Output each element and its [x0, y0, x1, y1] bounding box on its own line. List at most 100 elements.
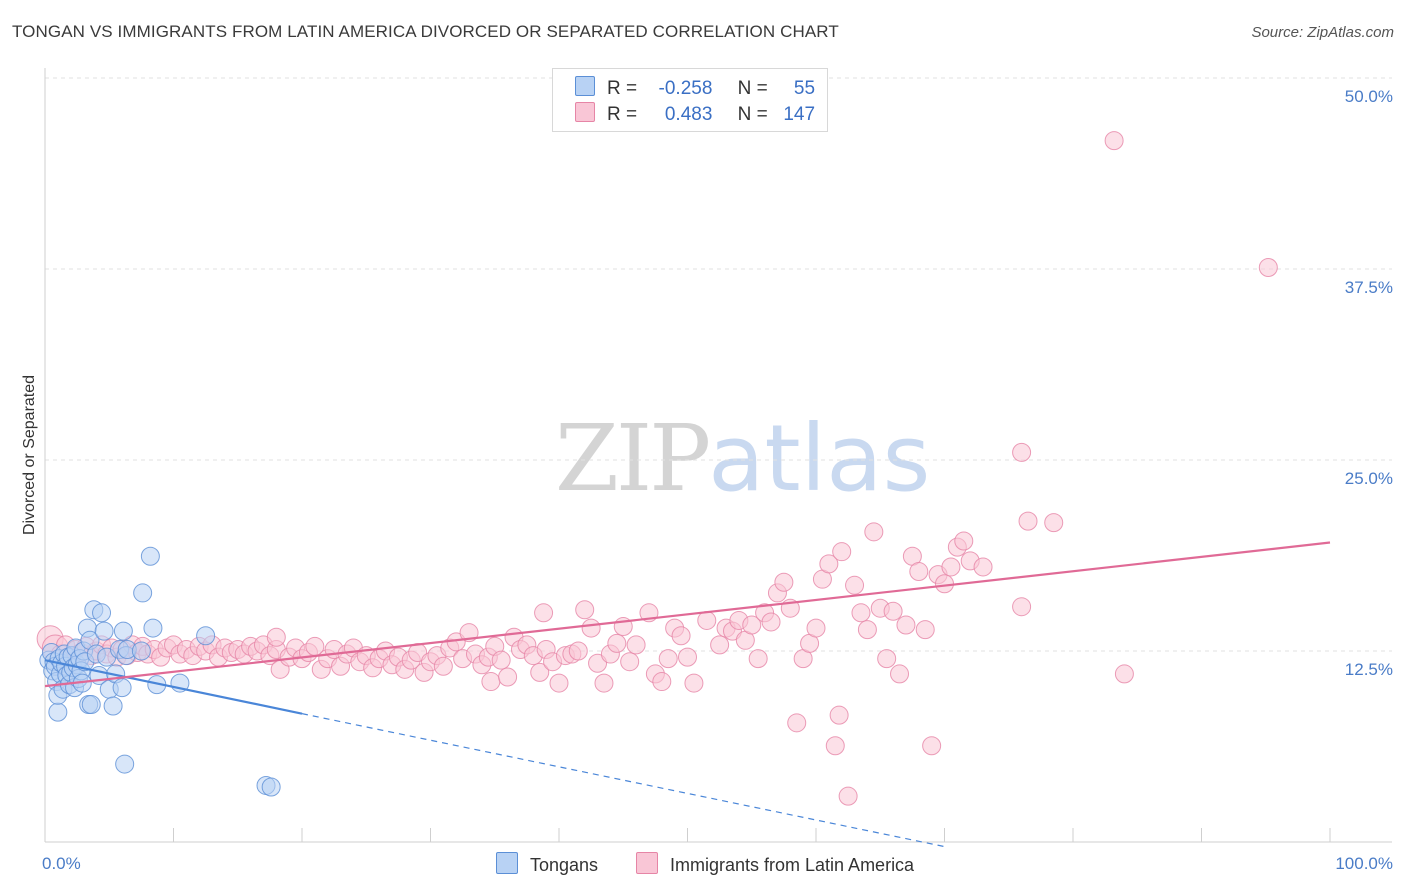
bottom-legend-label: Tongans	[530, 855, 599, 875]
tongan-point	[196, 626, 216, 646]
tongan-point	[115, 754, 135, 774]
latin-america-point	[620, 652, 640, 672]
latin-america-point	[710, 635, 730, 655]
bottom-legend-latin-america: Immigrants from Latin America	[636, 852, 914, 876]
latin-america-point	[877, 649, 897, 669]
legend-swatch-latin-america	[575, 102, 595, 122]
legend-row-tongans: R = -0.258 N = 55	[575, 76, 815, 100]
latin-america-point	[1012, 442, 1032, 462]
latin-america-point	[742, 615, 762, 635]
latin-america-trend-line	[44, 541, 1331, 688]
latin-america-point	[1258, 257, 1278, 277]
latin-america-point	[697, 610, 717, 630]
latin-america-point	[787, 713, 807, 733]
tongan-point	[112, 678, 132, 698]
latin-america-point	[761, 612, 781, 632]
latin-america-point	[1044, 513, 1064, 533]
y-tick-labels: 12.5% 25.0% 37.5% 50.0%	[1345, 87, 1393, 679]
tongan-point	[131, 641, 151, 661]
latin-america-point	[774, 572, 794, 592]
latin-america-point	[1012, 597, 1032, 617]
legend-n-label: N =	[737, 104, 768, 125]
latin-america-point	[845, 575, 865, 595]
legend-n-value: 55	[793, 78, 816, 99]
gridlines	[45, 77, 1392, 652]
tongan-point	[103, 696, 123, 716]
tongan-point	[48, 702, 68, 722]
latin-america-point	[890, 664, 910, 684]
tongan-point	[143, 618, 163, 638]
latin-america-point	[806, 618, 826, 638]
latin-america-point	[825, 736, 845, 756]
latin-america-point	[433, 656, 453, 676]
legend-r-label: R =	[607, 78, 638, 99]
latin-america-point	[588, 653, 608, 673]
latin-america-point	[883, 601, 903, 621]
axes	[44, 68, 1392, 843]
bottom-legend-tongans: Tongans	[496, 852, 598, 876]
latin-america-point	[832, 542, 852, 562]
x-tick-label: 0.0%	[42, 854, 81, 873]
bottom-legend-swatch-tongans	[496, 852, 518, 874]
chart-title: TONGAN VS IMMIGRANTS FROM LATIN AMERICA …	[12, 22, 839, 41]
tongan-point	[261, 777, 281, 797]
latin-america-point	[973, 557, 993, 577]
y-tick-label: 25.0%	[1345, 469, 1393, 488]
latin-america-point	[954, 531, 974, 551]
latin-america-point	[266, 627, 286, 647]
tongan-point	[140, 546, 160, 566]
latin-america-point	[684, 673, 704, 693]
tongan-point	[92, 603, 112, 623]
legend-r-value: 0.483	[664, 104, 713, 125]
latin-america-point	[935, 574, 954, 594]
legend-swatch-tongans	[575, 76, 595, 96]
latin-america-point	[594, 673, 614, 693]
latin-america-point	[941, 557, 961, 577]
tongan-trend-line	[44, 659, 303, 715]
latin-america-point	[896, 615, 916, 635]
data-points	[36, 131, 1278, 806]
tongan-point	[94, 621, 114, 641]
source-label: Source: ZipAtlas.com	[1251, 24, 1394, 41]
latin-america-point	[678, 647, 697, 667]
bottom-legend-swatch-latin-america	[636, 852, 658, 874]
latin-america-point	[568, 641, 588, 661]
legend-r-value: -0.258	[658, 78, 713, 99]
latin-america-point	[829, 705, 849, 725]
tongan-point	[133, 583, 153, 603]
legend-n-value: 147	[783, 104, 816, 125]
y-tick-label: 37.5%	[1345, 278, 1393, 297]
trend-lines	[44, 541, 1331, 848]
tongan-point	[81, 694, 101, 714]
latin-america-point	[1018, 511, 1038, 531]
latin-america-point	[864, 522, 884, 542]
latin-america-point	[549, 673, 569, 693]
latin-america-point	[658, 649, 678, 669]
legend-r-label: R =	[607, 104, 638, 125]
y-tick-label: 50.0%	[1345, 87, 1393, 106]
latin-america-point	[1114, 664, 1134, 684]
y-tick-label: 12.5%	[1345, 660, 1393, 679]
latin-america-point	[748, 649, 768, 669]
latin-america-point	[909, 562, 929, 582]
latin-america-point	[626, 635, 646, 655]
watermark-atlas: atlas	[708, 405, 931, 512]
latin-america-point	[481, 672, 501, 692]
latin-america-point	[491, 650, 511, 670]
latin-america-point	[819, 554, 839, 574]
latin-america-point	[534, 603, 554, 623]
y-axis-label: Divorced or Separated	[21, 375, 38, 535]
latin-america-point	[915, 620, 935, 640]
tongan-point	[113, 621, 133, 641]
latin-america-point	[607, 633, 627, 653]
latin-america-point	[671, 626, 691, 646]
latin-america-point	[838, 786, 858, 806]
x-tick-label: 100.0%	[1335, 854, 1393, 873]
x-tick-labels: 0.0% 100.0%	[42, 854, 1393, 873]
stats-legend: R = -0.258 N = 55 R = 0.483 N = 147	[552, 68, 828, 132]
watermark: ZIPatlas	[555, 405, 931, 512]
latin-america-point	[851, 603, 871, 623]
latin-america-point	[575, 600, 595, 620]
latin-america-point	[652, 672, 672, 692]
